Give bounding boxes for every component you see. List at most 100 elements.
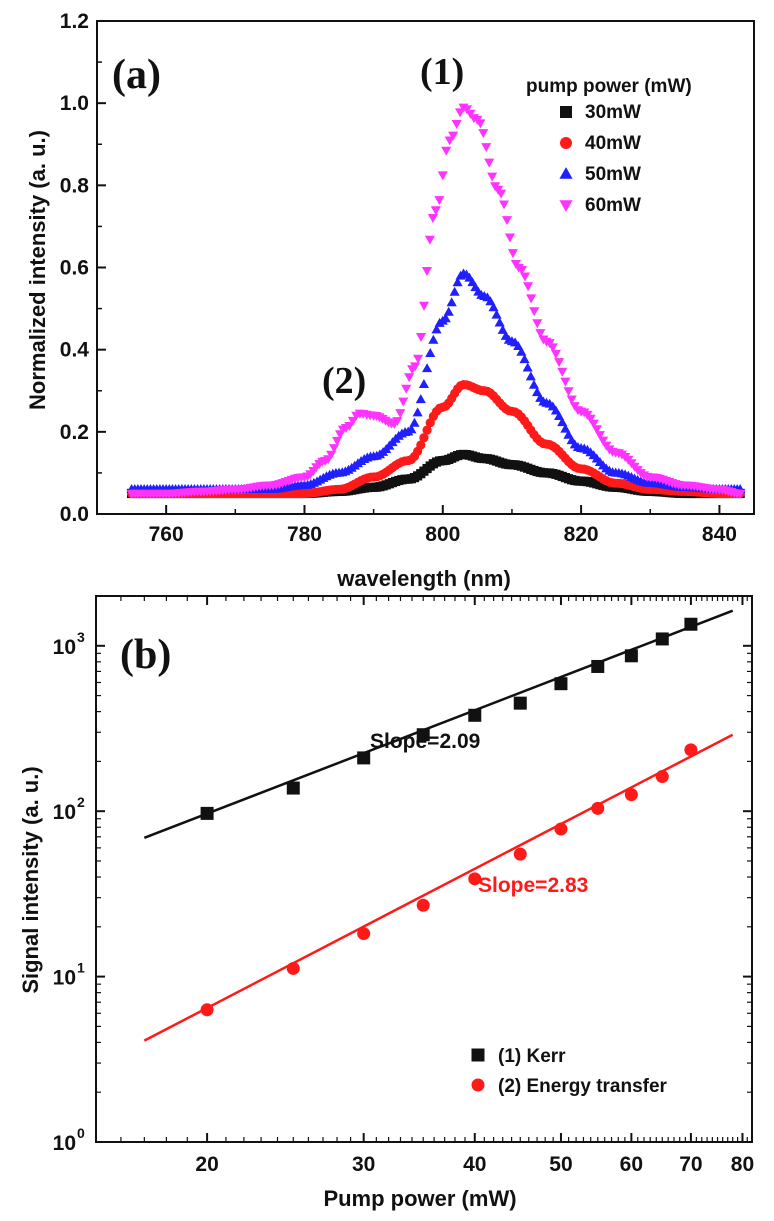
legend-b: (1) Kerr (2) Energy transfer xyxy=(471,1046,668,1097)
data-point xyxy=(415,394,426,404)
data-point xyxy=(443,306,454,316)
series-group-a xyxy=(126,103,746,499)
data-point xyxy=(516,346,527,356)
data-point xyxy=(528,379,540,389)
data-point xyxy=(428,334,439,344)
data-point xyxy=(496,189,507,199)
legend-label-60mW: 60mW xyxy=(585,195,641,216)
y-tick-label-b: 10 xyxy=(53,636,76,659)
slope-label-kerr: Slope=2.09 xyxy=(370,730,480,753)
plot-frame-b xyxy=(95,595,753,1143)
data-point xyxy=(418,378,429,388)
data-point xyxy=(560,377,571,387)
data-point xyxy=(412,407,423,417)
data-point xyxy=(507,249,518,259)
x-tick-label-b: 20 xyxy=(195,1153,218,1176)
data-point xyxy=(484,158,495,168)
y-tick-label-a: 0.8 xyxy=(60,174,90,197)
data-point xyxy=(497,324,508,334)
panel-label-a: (a) xyxy=(112,52,161,98)
x-tick-label-a: 760 xyxy=(149,523,184,546)
x-tick-label-a: 780 xyxy=(287,523,322,546)
data-point xyxy=(557,417,568,427)
y-tick-exponent-b: 1 xyxy=(77,960,85,976)
data-point xyxy=(452,277,463,287)
legend-label-30mW: 30mW xyxy=(585,102,641,123)
data-point xyxy=(519,354,530,364)
data-point xyxy=(554,822,568,836)
data-point xyxy=(357,751,371,765)
data-point xyxy=(519,272,531,282)
data-point xyxy=(478,129,489,139)
x-axis-title-a: wavelength (nm) xyxy=(336,566,511,591)
x-tick-label-b: 30 xyxy=(352,1153,375,1176)
fit-line xyxy=(143,733,734,1042)
data-point xyxy=(344,421,355,431)
x-tick-label-a: 820 xyxy=(564,523,599,546)
x-tick-label-b: 60 xyxy=(620,1153,643,1176)
data-point xyxy=(430,206,441,216)
data-point xyxy=(566,395,577,405)
data-point xyxy=(557,367,568,377)
data-point xyxy=(404,373,415,383)
data-point xyxy=(286,961,300,975)
data-point xyxy=(513,341,524,351)
data-point xyxy=(563,387,574,397)
legend-marker-30mW xyxy=(560,106,572,118)
data-point xyxy=(532,387,543,397)
data-point xyxy=(446,297,457,307)
data-point xyxy=(431,324,442,334)
data-point xyxy=(440,313,451,323)
data-point xyxy=(684,743,698,757)
legend-title-a: pump power (mW) xyxy=(526,76,692,97)
data-point xyxy=(409,417,420,427)
legend-marker-40mW xyxy=(560,137,572,149)
data-point xyxy=(419,433,429,443)
legend-marker-(2) Energy transfer xyxy=(471,1078,485,1092)
slope-label-energy-transfer: Slope=2.83 xyxy=(478,874,588,897)
data-point xyxy=(560,423,571,433)
series-group-b xyxy=(143,609,734,1042)
legend-a: pump power (mW) 30mW 40mW 50mW 60mW xyxy=(526,76,692,216)
data-point xyxy=(591,659,605,673)
data-point xyxy=(200,1003,214,1017)
legend-label-(2) Energy transfer: (2) Energy transfer xyxy=(498,1076,668,1097)
y-tick-label-b: 10 xyxy=(53,967,76,990)
data-point xyxy=(624,649,638,663)
data-point xyxy=(588,419,599,429)
y-tick-label-b: 10 xyxy=(53,801,76,824)
data-point xyxy=(491,309,502,319)
data-point xyxy=(532,319,543,329)
series-60mW xyxy=(126,103,746,499)
data-point xyxy=(416,440,426,450)
data-point xyxy=(286,781,300,795)
y-axis-title-b: Signal intensity (a. u.) xyxy=(18,766,43,993)
data-point xyxy=(427,214,438,224)
data-point xyxy=(415,333,427,343)
series-(2) Energy transfer xyxy=(143,733,734,1042)
panel-label-b: (b) xyxy=(120,632,171,678)
data-point xyxy=(535,329,546,339)
x-tick-label-b: 40 xyxy=(463,1153,486,1176)
y-tick-label-a: 0.4 xyxy=(60,339,90,362)
data-point xyxy=(421,266,433,276)
data-point xyxy=(554,410,565,420)
data-point xyxy=(422,363,433,373)
axis-ticks-a: 760 780 800 820 840 0.0 0.2 0.4 0.6 0.8 1.0 1.2 xyxy=(60,10,737,546)
data-point xyxy=(494,317,505,327)
legend-marker-60mW xyxy=(559,200,573,212)
data-point xyxy=(434,196,445,206)
data-point xyxy=(410,362,421,372)
x-tick-label-b: 80 xyxy=(731,1153,754,1176)
data-point xyxy=(395,409,406,419)
data-point xyxy=(735,489,746,499)
x-axis-title-b: Pump power (mW) xyxy=(323,1186,516,1211)
data-point xyxy=(416,898,430,912)
x-tick-label-b: 50 xyxy=(549,1153,572,1176)
data-point xyxy=(523,282,534,292)
data-point xyxy=(200,806,214,820)
data-point xyxy=(422,425,432,435)
data-point xyxy=(487,172,498,182)
legend-marker-50mW xyxy=(559,167,573,179)
